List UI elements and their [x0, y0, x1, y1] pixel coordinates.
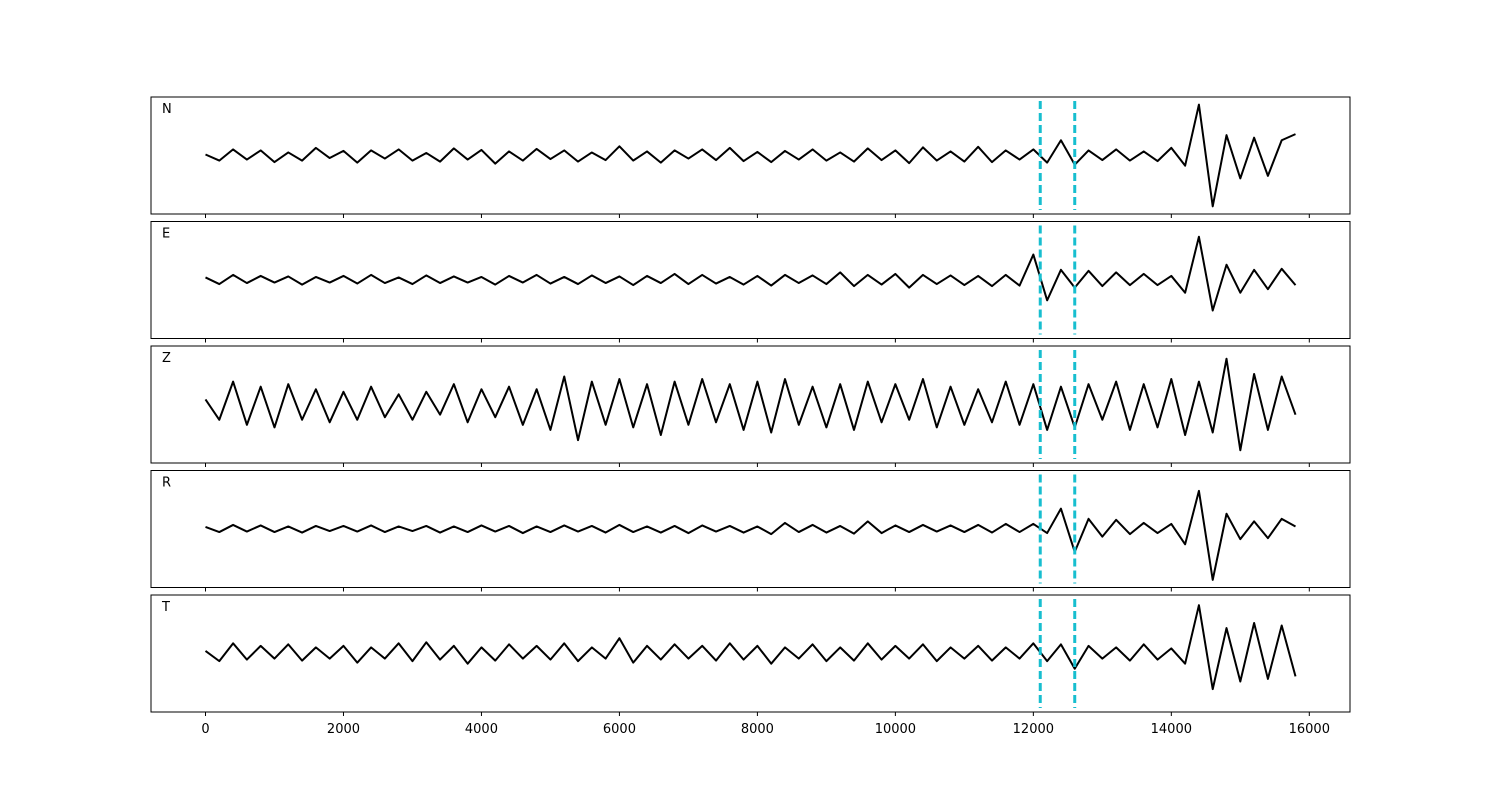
panel-label: R: [162, 476, 171, 491]
x-tick-label: 6000: [603, 722, 636, 737]
trace: [205, 235, 1297, 312]
x-tick-label: 2000: [327, 722, 360, 737]
trace: [204, 604, 1297, 691]
panel-frame: [150, 345, 1351, 464]
x-tick-label: 8000: [741, 722, 774, 737]
panel-frame: [150, 594, 1351, 713]
panel-frame: [150, 221, 1351, 339]
x-tick-label: 12000: [1013, 722, 1054, 737]
panel-frame: [150, 96, 1351, 215]
panel-label: E: [162, 227, 170, 242]
panel-label: T: [161, 600, 170, 615]
trace: [205, 103, 1296, 208]
x-tick-label: 14000: [1151, 722, 1192, 737]
panel-frame: [150, 470, 1351, 588]
panel-label: N: [162, 102, 172, 117]
x-tick-label: 10000: [875, 722, 916, 737]
trace: [205, 489, 1296, 581]
x-tick-label: 0: [201, 722, 209, 737]
trace: [204, 357, 1297, 452]
x-tick-label: 4000: [465, 722, 498, 737]
x-tick-label: 16000: [1289, 722, 1330, 737]
panel-label: Z: [162, 351, 171, 366]
